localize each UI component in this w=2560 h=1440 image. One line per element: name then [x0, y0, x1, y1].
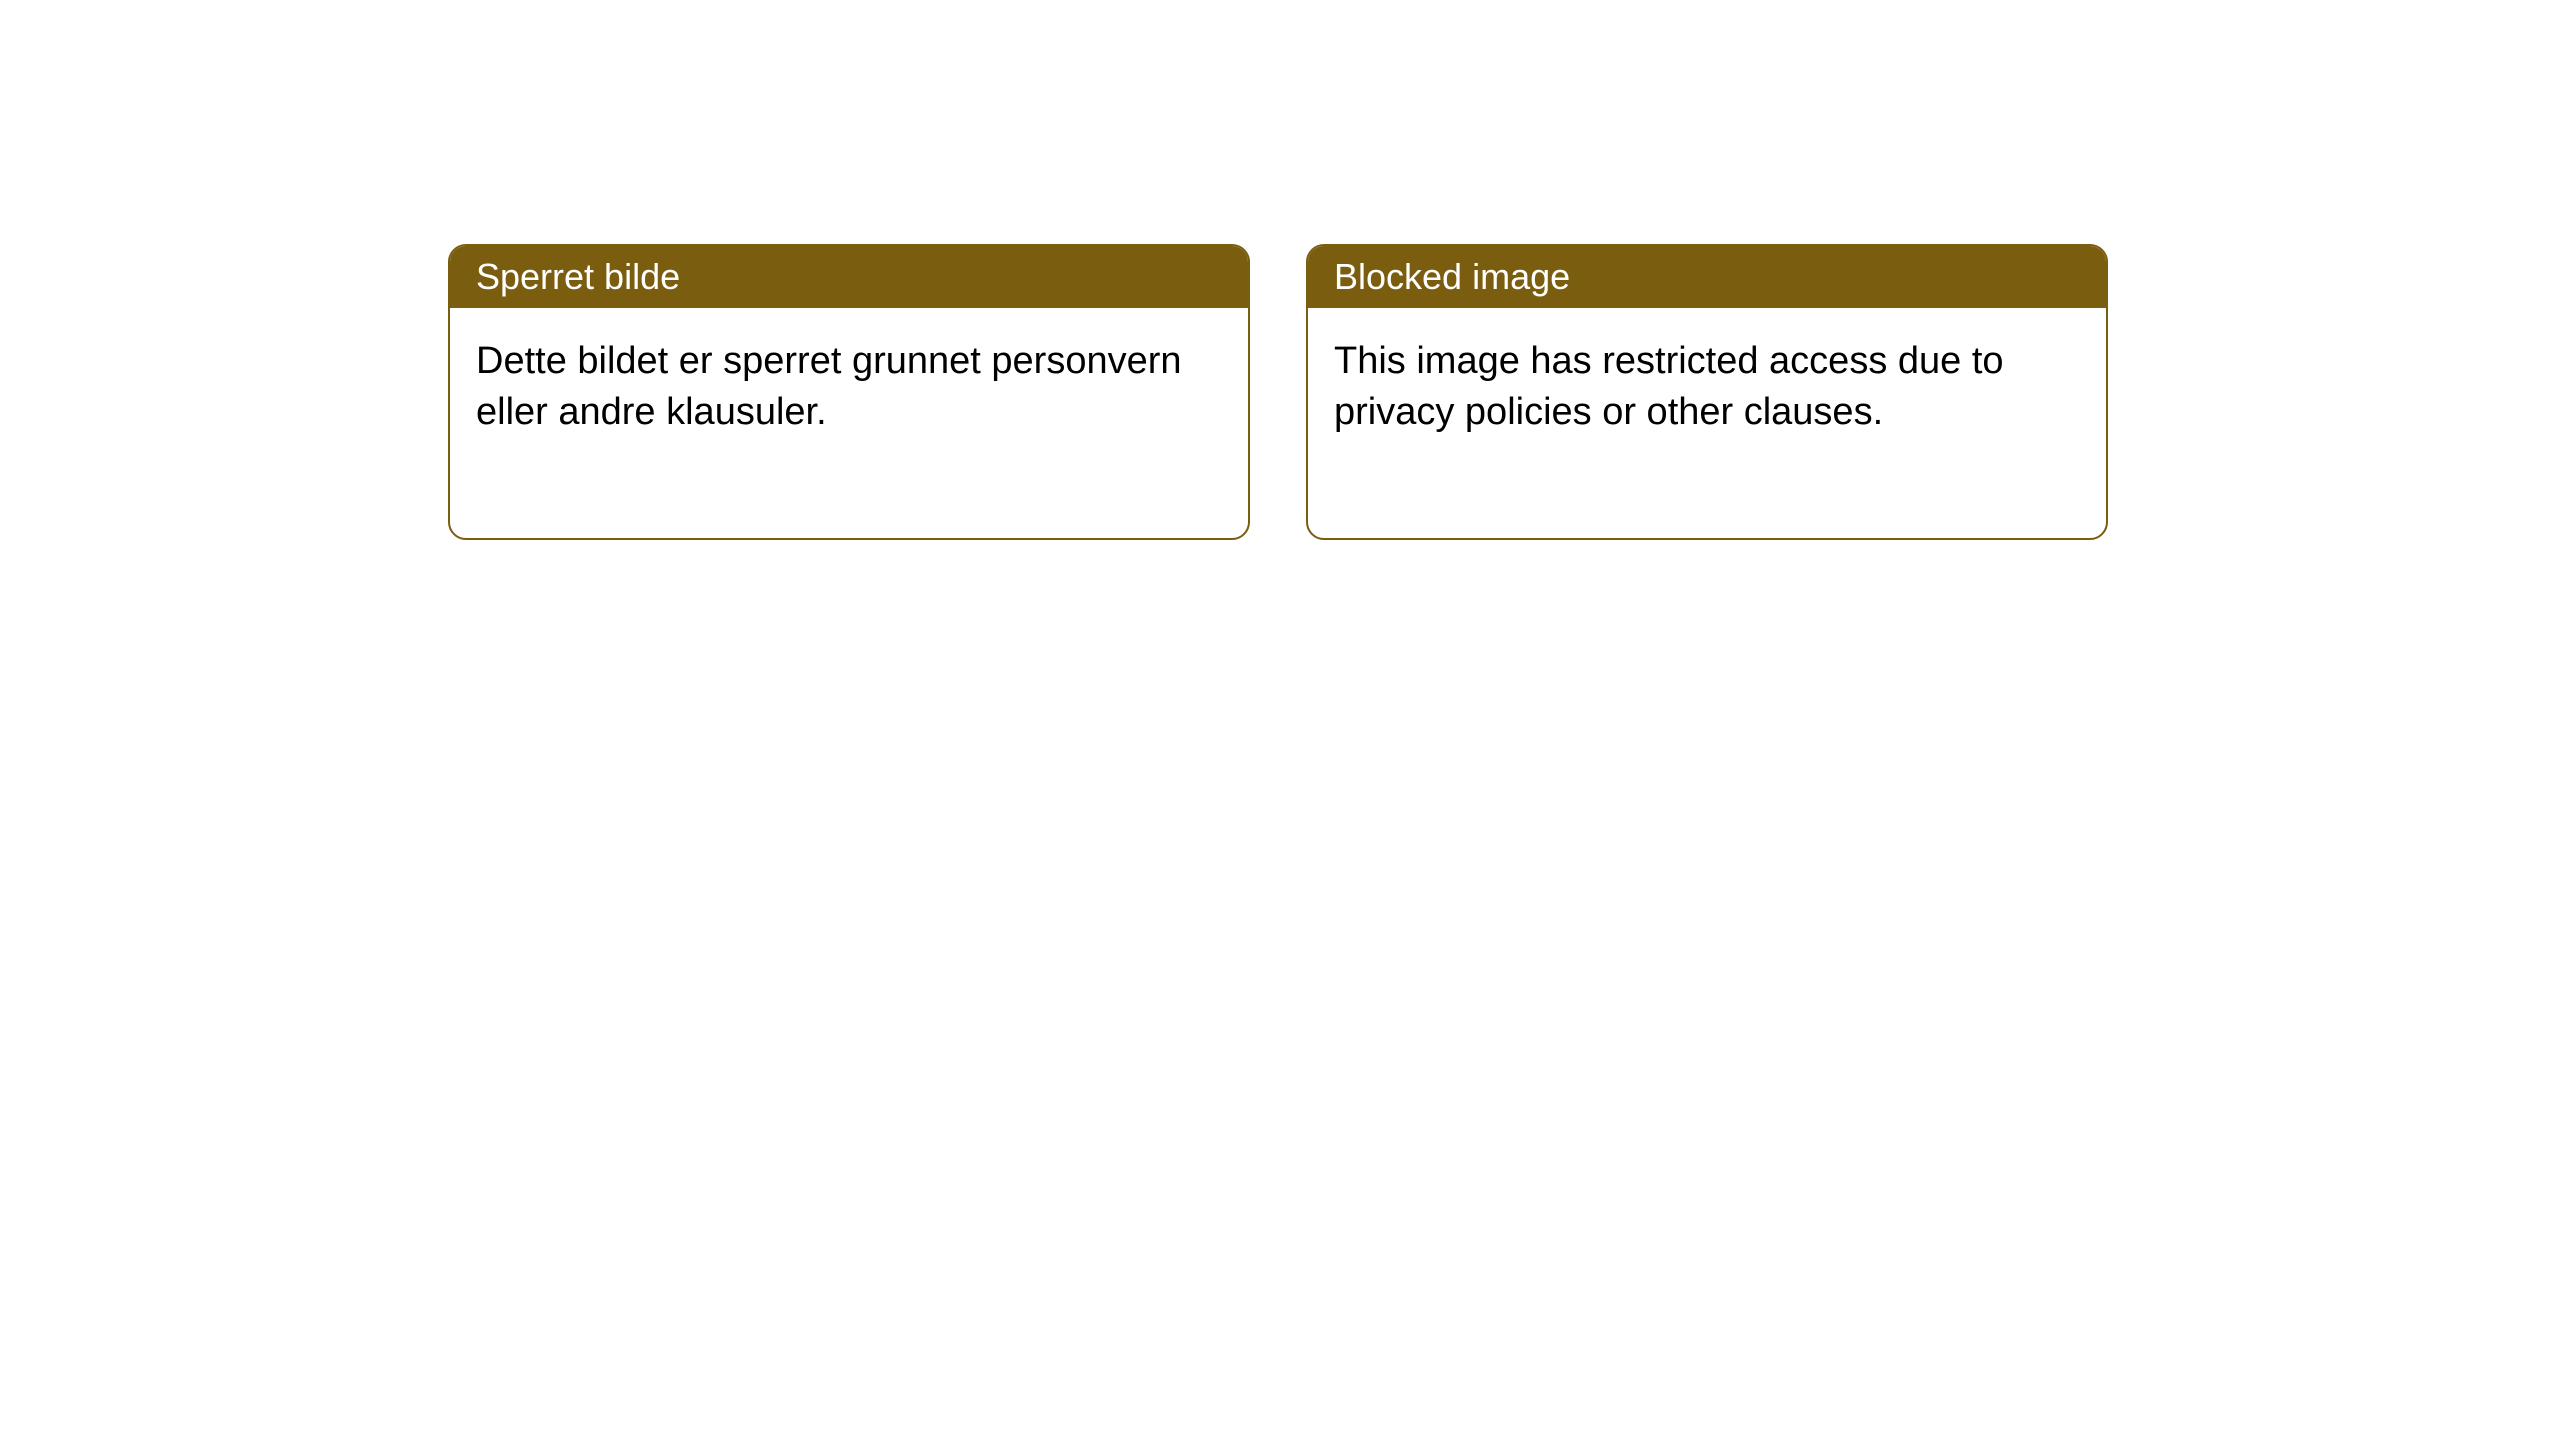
notice-header-no: Sperret bilde — [450, 246, 1248, 308]
notice-card-no: Sperret bilde Dette bildet er sperret gr… — [448, 244, 1250, 540]
notice-body-no: Dette bildet er sperret grunnet personve… — [450, 308, 1248, 538]
notice-container: Sperret bilde Dette bildet er sperret gr… — [0, 0, 2560, 540]
notice-header-en: Blocked image — [1308, 246, 2106, 308]
notice-card-en: Blocked image This image has restricted … — [1306, 244, 2108, 540]
notice-body-en: This image has restricted access due to … — [1308, 308, 2106, 538]
